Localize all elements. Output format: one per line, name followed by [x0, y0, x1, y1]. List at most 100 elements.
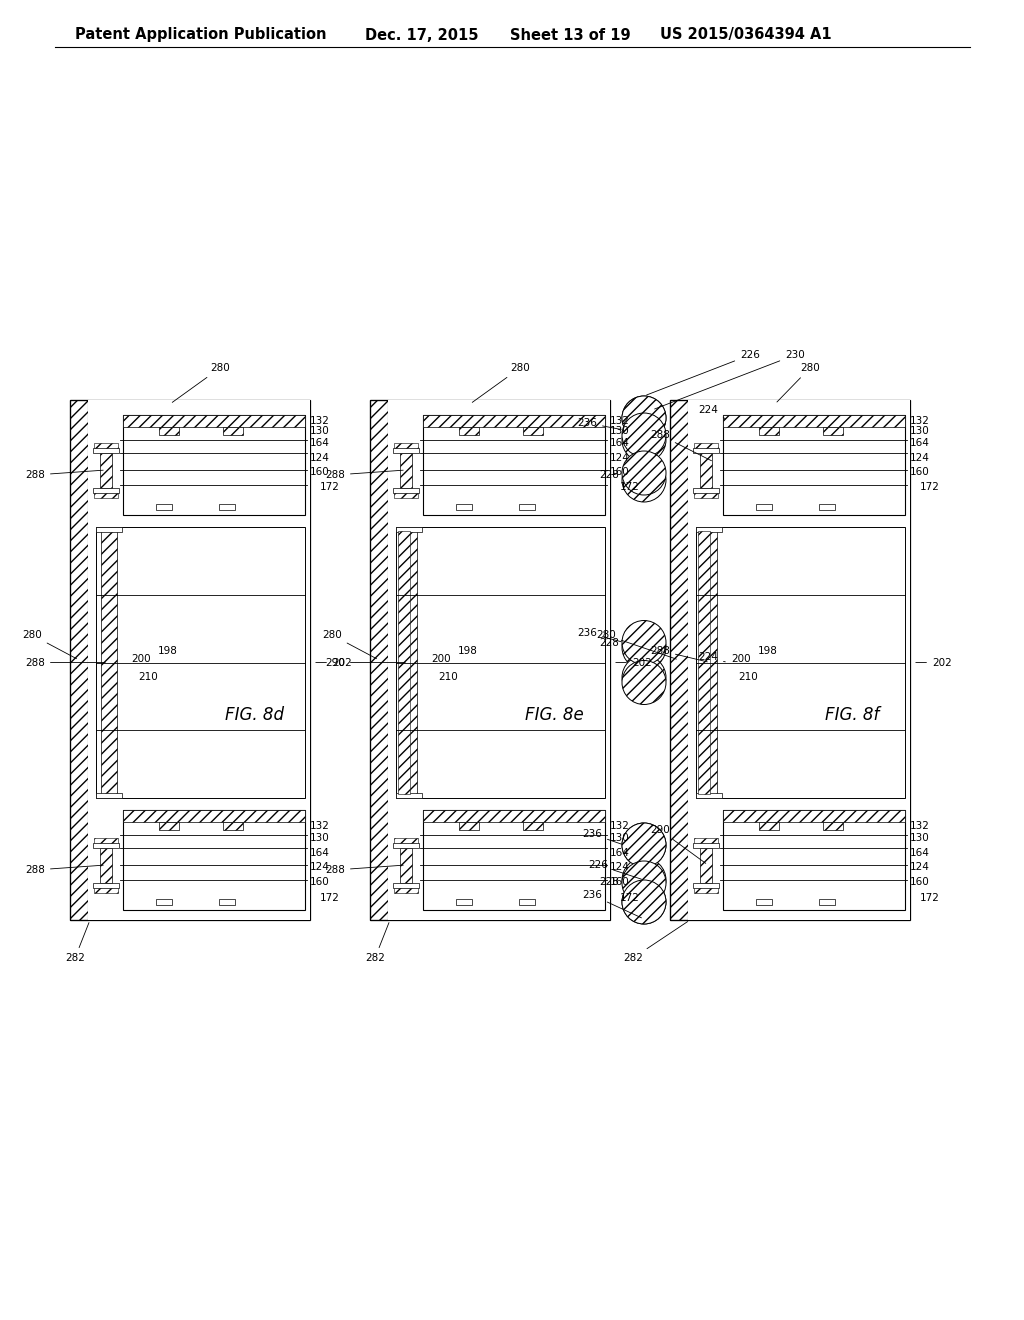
Text: 198: 198 [458, 645, 478, 656]
Bar [396, 527, 605, 799]
Circle shape [622, 822, 666, 867]
Bar [823, 822, 843, 830]
Text: 200: 200 [131, 653, 151, 664]
Text: 160: 160 [310, 876, 330, 887]
Text: 280: 280 [172, 363, 229, 403]
Text: 198: 198 [158, 645, 178, 656]
Bar [123, 414, 305, 515]
Bar [670, 400, 688, 920]
Bar [700, 847, 712, 883]
Bar [123, 810, 305, 909]
Text: 230: 230 [654, 350, 805, 409]
Text: 236: 236 [582, 890, 641, 917]
Text: 130: 130 [610, 426, 630, 436]
Text: 200: 200 [731, 653, 751, 664]
Text: 130: 130 [310, 426, 330, 436]
Bar [456, 899, 472, 906]
Text: 160: 160 [310, 467, 330, 477]
Circle shape [622, 413, 666, 457]
Bar [96, 527, 122, 532]
Bar [94, 442, 118, 447]
Bar [694, 442, 718, 447]
Text: 160: 160 [910, 467, 930, 477]
Circle shape [622, 396, 666, 440]
Bar [393, 883, 419, 887]
Text: FIG. 8f: FIG. 8f [825, 706, 880, 723]
Bar [93, 447, 119, 453]
Bar [523, 822, 543, 830]
Bar [700, 453, 712, 487]
Text: Patent Application Publication: Patent Application Publication [75, 28, 327, 42]
Bar [388, 400, 610, 920]
Circle shape [622, 858, 666, 902]
Text: 224: 224 [698, 405, 726, 418]
Text: 228: 228 [599, 470, 618, 480]
Bar [696, 793, 722, 799]
Text: 164: 164 [910, 438, 930, 447]
Bar [223, 426, 243, 436]
Bar [693, 447, 719, 453]
Bar [760, 822, 779, 830]
Text: 236: 236 [582, 829, 622, 843]
Bar [100, 847, 112, 883]
Bar [70, 400, 310, 920]
Bar [156, 504, 172, 510]
Bar [694, 887, 718, 892]
Bar [519, 899, 536, 906]
Text: Dec. 17, 2015: Dec. 17, 2015 [365, 28, 478, 42]
Text: 210: 210 [438, 672, 458, 681]
Bar [696, 527, 722, 532]
Text: 288: 288 [650, 430, 712, 461]
Bar [819, 899, 836, 906]
Text: 124: 124 [310, 862, 330, 873]
Bar [393, 447, 419, 453]
Text: 226: 226 [646, 350, 760, 395]
Text: 210: 210 [738, 672, 758, 681]
Text: 282: 282 [66, 923, 89, 964]
Bar [423, 414, 605, 426]
Text: 160: 160 [610, 876, 630, 887]
Bar [370, 400, 388, 920]
Text: 130: 130 [310, 833, 330, 843]
Bar [670, 400, 910, 920]
Text: 124: 124 [910, 453, 930, 463]
Bar [401, 531, 417, 795]
Bar [123, 414, 305, 426]
Text: 288: 288 [25, 865, 103, 875]
Bar [694, 837, 718, 842]
Text: 280: 280 [472, 363, 529, 403]
Text: 164: 164 [610, 438, 630, 447]
Bar [93, 883, 119, 887]
Bar [693, 487, 719, 492]
Text: 288: 288 [25, 470, 103, 480]
Text: FIG. 8e: FIG. 8e [525, 706, 584, 723]
Text: FIG. 8d: FIG. 8d [225, 706, 284, 723]
Text: 224: 224 [698, 652, 725, 663]
Text: 124: 124 [610, 862, 630, 873]
Text: 130: 130 [910, 426, 930, 436]
Bar [723, 810, 905, 822]
Circle shape [622, 396, 666, 440]
Bar [93, 487, 119, 492]
Text: 288: 288 [325, 470, 403, 480]
Bar [701, 531, 717, 795]
Text: 280: 280 [596, 630, 677, 659]
Text: 228: 228 [599, 876, 618, 887]
Bar [160, 822, 179, 830]
Bar [394, 442, 418, 447]
Bar [519, 504, 536, 510]
Bar [96, 527, 305, 799]
Text: 164: 164 [310, 847, 330, 858]
Text: 198: 198 [758, 645, 778, 656]
Bar [756, 504, 772, 510]
Bar [393, 487, 419, 492]
Bar [101, 531, 117, 795]
Text: 172: 172 [319, 894, 340, 903]
Bar [96, 793, 122, 799]
Text: 130: 130 [910, 833, 930, 843]
Text: 288: 288 [325, 865, 403, 875]
Bar [693, 883, 719, 887]
Text: 130: 130 [610, 833, 630, 843]
Bar [94, 837, 118, 842]
Text: 210: 210 [138, 672, 158, 681]
